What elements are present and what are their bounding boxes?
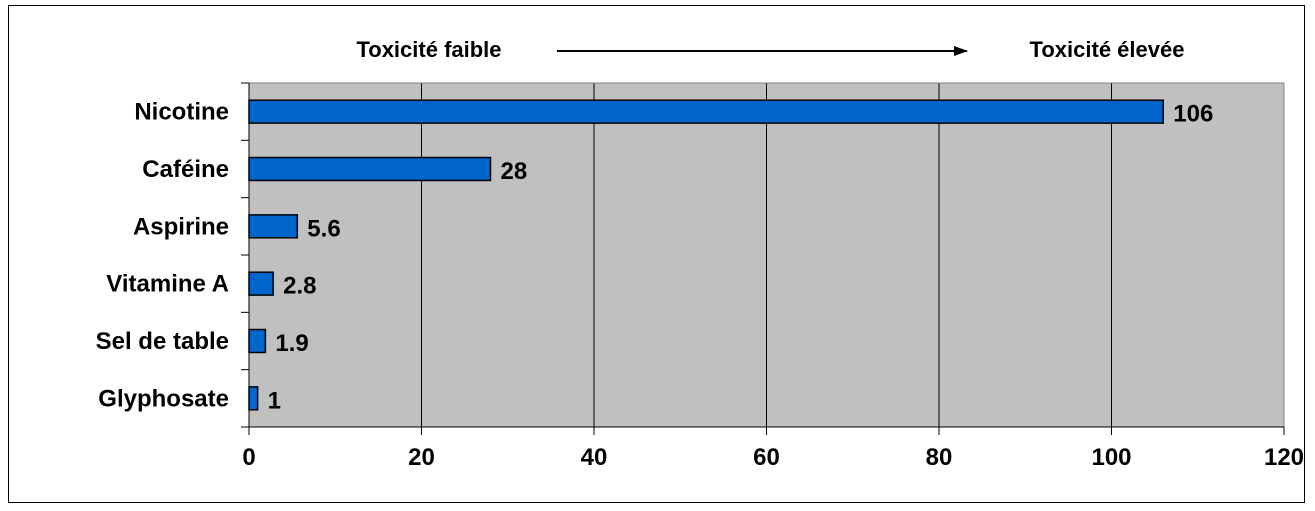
bar: [248, 99, 1164, 124]
category-label: Caféine: [142, 156, 229, 183]
value-label: 28: [501, 158, 528, 185]
low-toxicity-label: Toxicité faible: [356, 37, 501, 62]
x-tick-label: 100: [1091, 444, 1131, 471]
bars: [248, 99, 1164, 411]
x-tick-label: 60: [753, 444, 780, 471]
x-tick-labels: 0 20 40 60 80 100 120: [242, 444, 1304, 471]
category-label: Nicotine: [134, 99, 229, 126]
bar-chart: Toxicité faible Toxicité élevée Nicotine…: [96, 37, 1304, 471]
x-tick-label: 20: [408, 444, 435, 471]
category-label: Sel de table: [96, 328, 229, 355]
x-tick-label: 120: [1264, 444, 1304, 471]
x-tick-label: 40: [581, 444, 608, 471]
high-toxicity-label: Toxicité élevée: [1030, 37, 1185, 62]
bar: [248, 386, 259, 411]
value-label: 5.6: [307, 215, 340, 242]
category-label: Aspirine: [133, 213, 229, 240]
value-labels: 106 28 5.6 2.8 1.9 1: [268, 101, 1214, 415]
category-label: Vitamine A: [106, 271, 229, 298]
x-tick-label: 80: [926, 444, 953, 471]
value-label: 2.8: [283, 273, 316, 300]
axes: [241, 82, 1285, 435]
value-label: 106: [1173, 101, 1213, 128]
bar: [248, 271, 274, 296]
value-label: 1: [268, 387, 281, 414]
category-label: Glyphosate: [98, 385, 229, 412]
chart-frame: Toxicité faible Toxicité élevée Nicotine…: [8, 5, 1305, 503]
value-label: 1.9: [275, 330, 308, 357]
x-tick-label: 0: [242, 444, 255, 471]
category-labels: Nicotine Caféine Aspirine Vitamine A Sel de …: [96, 99, 229, 413]
bar: [248, 156, 492, 182]
bar: [248, 328, 267, 354]
bar: [248, 214, 299, 239]
